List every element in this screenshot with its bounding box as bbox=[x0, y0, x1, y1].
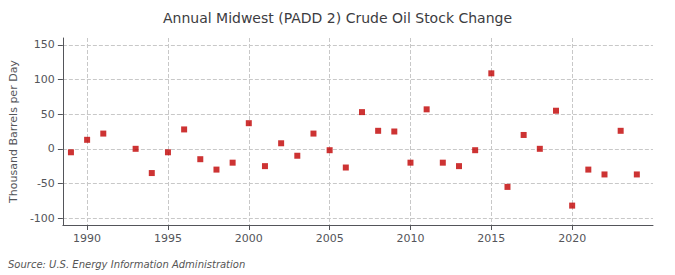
svg-text:2005: 2005 bbox=[316, 232, 344, 245]
svg-text:0: 0 bbox=[48, 142, 55, 155]
svg-text:Annual Midwest (PADD 2) Crude: Annual Midwest (PADD 2) Crude Oil Stock … bbox=[163, 10, 512, 26]
svg-text:150: 150 bbox=[34, 38, 55, 51]
svg-text:Source: U.S. Energy Informatio: Source: U.S. Energy Information Administ… bbox=[8, 259, 245, 270]
svg-text:100: 100 bbox=[34, 73, 55, 86]
svg-text:2020: 2020 bbox=[558, 232, 586, 245]
svg-text:1995: 1995 bbox=[154, 232, 182, 245]
svg-text:1990: 1990 bbox=[73, 232, 101, 245]
svg-text:-50: -50 bbox=[37, 177, 55, 190]
svg-text:2015: 2015 bbox=[477, 232, 505, 245]
svg-text:-100: -100 bbox=[30, 212, 55, 225]
svg-text:2010: 2010 bbox=[396, 232, 424, 245]
svg-text:2000: 2000 bbox=[235, 232, 263, 245]
svg-text:50: 50 bbox=[41, 108, 55, 121]
svg-text:Thousand Barrels per Day: Thousand Barrels per Day bbox=[7, 60, 20, 204]
